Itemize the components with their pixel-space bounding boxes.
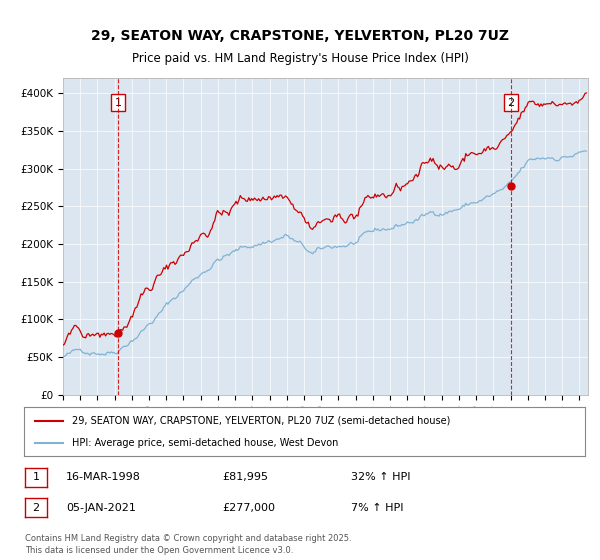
Text: 16-MAR-1998: 16-MAR-1998	[66, 472, 141, 482]
Text: Price paid vs. HM Land Registry's House Price Index (HPI): Price paid vs. HM Land Registry's House …	[131, 52, 469, 66]
Text: 1: 1	[115, 97, 122, 108]
Text: 2: 2	[32, 503, 40, 513]
Text: 7% ↑ HPI: 7% ↑ HPI	[351, 503, 404, 513]
Text: 2: 2	[507, 97, 514, 108]
Text: 32% ↑ HPI: 32% ↑ HPI	[351, 472, 410, 482]
Text: 29, SEATON WAY, CRAPSTONE, YELVERTON, PL20 7UZ (semi-detached house): 29, SEATON WAY, CRAPSTONE, YELVERTON, PL…	[71, 416, 450, 426]
Text: 29, SEATON WAY, CRAPSTONE, YELVERTON, PL20 7UZ: 29, SEATON WAY, CRAPSTONE, YELVERTON, PL…	[91, 29, 509, 44]
Text: 1: 1	[32, 472, 40, 482]
Text: HPI: Average price, semi-detached house, West Devon: HPI: Average price, semi-detached house,…	[71, 437, 338, 447]
Text: 05-JAN-2021: 05-JAN-2021	[66, 503, 136, 513]
Text: £277,000: £277,000	[222, 503, 275, 513]
Text: Contains HM Land Registry data © Crown copyright and database right 2025.
This d: Contains HM Land Registry data © Crown c…	[25, 534, 352, 555]
Text: £81,995: £81,995	[222, 472, 268, 482]
